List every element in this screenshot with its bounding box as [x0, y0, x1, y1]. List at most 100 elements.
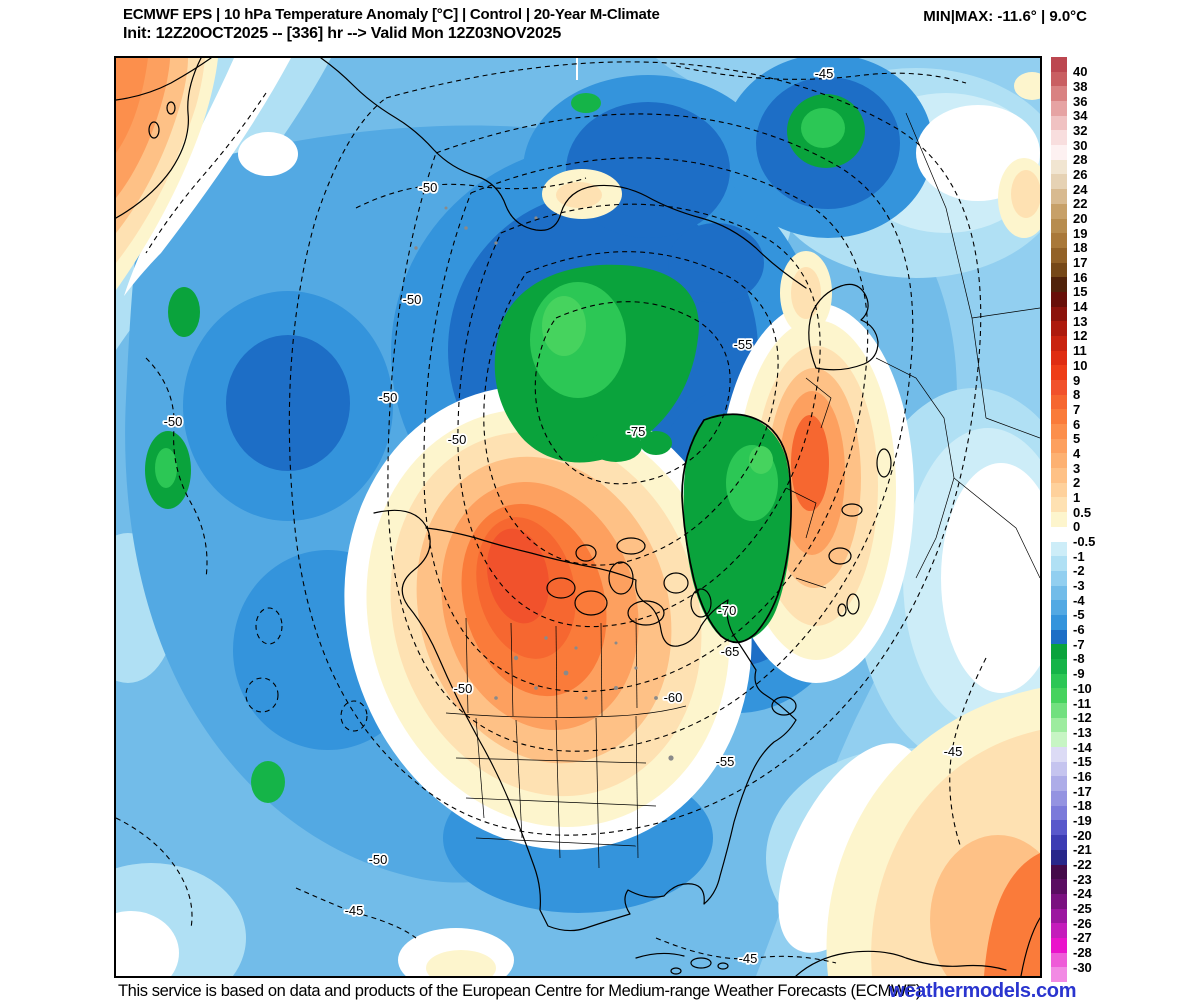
colorbar-cell: [1051, 321, 1067, 337]
colorbar-label: -11: [1073, 695, 1092, 711]
colorbar-label: 18: [1073, 240, 1088, 256]
colorbar-label: 5: [1073, 431, 1081, 447]
colorbar-label: 40: [1073, 64, 1088, 80]
colorbar-label: -4: [1073, 592, 1085, 608]
colorbar-label: 32: [1073, 122, 1088, 138]
colorbar-cell: [1051, 570, 1067, 587]
colorbar-cell: [1051, 101, 1067, 117]
coastlines: [116, 58, 1040, 976]
colorbar-cell: [1051, 717, 1067, 733]
colorbar-cell: [1051, 658, 1067, 675]
contour-lines: [116, 61, 987, 964]
colorbar-cell: [1051, 291, 1067, 308]
contour-label: -50: [379, 390, 398, 405]
colorbar-label: -10: [1073, 680, 1092, 696]
contour-label: -50: [403, 292, 422, 307]
colorbar-cell: [1051, 879, 1067, 895]
colorbar-label: -12: [1073, 710, 1092, 726]
minmax-readout: MIN|MAX: -11.6° | 9.0°C: [923, 8, 1087, 25]
anomaly-shading: [116, 58, 1040, 976]
colorbar-cell: [1051, 262, 1067, 278]
contour-label: -50: [448, 432, 467, 447]
colorbar-label: 38: [1073, 78, 1088, 94]
colorbar-cell: [1051, 893, 1067, 910]
political-borders: [445, 112, 1040, 869]
colorbar-label: -1: [1073, 548, 1085, 564]
colorbar-label: 20: [1073, 211, 1088, 226]
colorbar-cell: [1051, 835, 1067, 851]
colorbar-cell: [1051, 761, 1067, 777]
contour-label: -45: [345, 903, 364, 918]
colorbar-cell: [1051, 791, 1067, 807]
colorbar-label: -26: [1073, 915, 1092, 931]
colorbar-cell: [1051, 247, 1067, 264]
colorbar-label: 28: [1073, 152, 1088, 168]
colorbar-label: 13: [1073, 313, 1088, 329]
colorbar-label: 15: [1073, 284, 1088, 300]
colorbar-cell: [1051, 820, 1067, 836]
colorbar-label: -30: [1073, 959, 1092, 975]
colorbar-label: 0: [1073, 519, 1081, 535]
colorbar-cell: [1051, 747, 1067, 763]
colorbar-label: 7: [1073, 401, 1081, 417]
colorbar-label: 14: [1073, 299, 1088, 315]
colorbar-cell: [1051, 203, 1067, 219]
colorbar-label: -20: [1073, 827, 1092, 843]
colorbar-label: 34: [1073, 108, 1088, 124]
colorbar-cell: [1051, 541, 1067, 557]
colorbar-cell: [1051, 218, 1067, 234]
colorbar-label: -28: [1073, 945, 1092, 961]
colorbar-label: 11: [1073, 343, 1087, 359]
colorbar-label: 16: [1073, 269, 1088, 285]
page-subtitle: Init: 12Z20OCT2025 -- [336] hr --> Valid…: [123, 25, 562, 42]
colorbar-cell: [1051, 159, 1067, 175]
colorbar-cell: [1051, 174, 1067, 190]
weathermodels-logo[interactable]: weathermodels.com: [889, 980, 1077, 1000]
colorbar-cell: [1051, 952, 1067, 968]
colorbar-cell: [1051, 350, 1067, 366]
colorbar-label: 36: [1073, 93, 1088, 109]
colorbar-cell: [1051, 277, 1067, 293]
colorbar-label: -24: [1073, 886, 1092, 902]
colorbar-label: -7: [1073, 636, 1085, 652]
colorbar-cell: [1051, 600, 1067, 616]
colorbar-cell: [1051, 937, 1067, 954]
colorbar-cell: [1051, 335, 1067, 352]
colorbar-label: 19: [1073, 225, 1088, 241]
colorbar-label: 6: [1073, 416, 1081, 432]
colorbar-label: -13: [1073, 724, 1092, 740]
page-title: ECMWF EPS | 10 hPa Temperature Anomaly […: [123, 6, 660, 23]
contour-label: -45: [944, 744, 963, 759]
colorbar-cell: [1051, 512, 1067, 528]
colorbar-label: -9: [1073, 666, 1085, 682]
colorbar-label: -0.5: [1073, 534, 1096, 550]
colorbar-label: -2: [1073, 563, 1085, 579]
colorbar-cell: [1051, 864, 1067, 880]
colorbar-label: -23: [1073, 871, 1092, 887]
contour-label: -50: [369, 852, 388, 867]
colorbar-cell: [1051, 57, 1067, 73]
colorbar-cell: [1051, 967, 1067, 983]
colorbar: 40 38 36 34 32 30 28 26 24 22 20 19 18 17 16 15 14 13 12 11…: [1051, 57, 1171, 983]
colorbar-cell: [1051, 482, 1067, 498]
contour-label: -55: [716, 754, 735, 769]
colorbar-label: 1: [1073, 489, 1081, 505]
colorbar-cell: [1051, 629, 1067, 645]
colorbar-cell: [1051, 365, 1067, 381]
colorbar-label: 12: [1073, 328, 1088, 344]
colorbar-label: 4: [1073, 445, 1081, 461]
colorbar-cell: [1051, 306, 1067, 322]
attribution-text: This service is based on data and produc…: [118, 982, 921, 1000]
colorbar-label: -6: [1073, 622, 1085, 638]
colorbar-label: 9: [1073, 372, 1081, 388]
contour-label: -65: [721, 644, 740, 659]
colorbar-label: -5: [1073, 607, 1085, 623]
colorbar-label: 10: [1073, 357, 1088, 373]
contour-label: -45: [739, 951, 758, 966]
colorbar-cell: [1051, 409, 1067, 425]
colorbar-cell: [1051, 526, 1067, 542]
contour-label: -55: [734, 337, 753, 352]
colorbar-cell: [1051, 614, 1067, 631]
colorbar-label: 22: [1073, 196, 1088, 212]
colorbar-label: 3: [1073, 460, 1081, 476]
